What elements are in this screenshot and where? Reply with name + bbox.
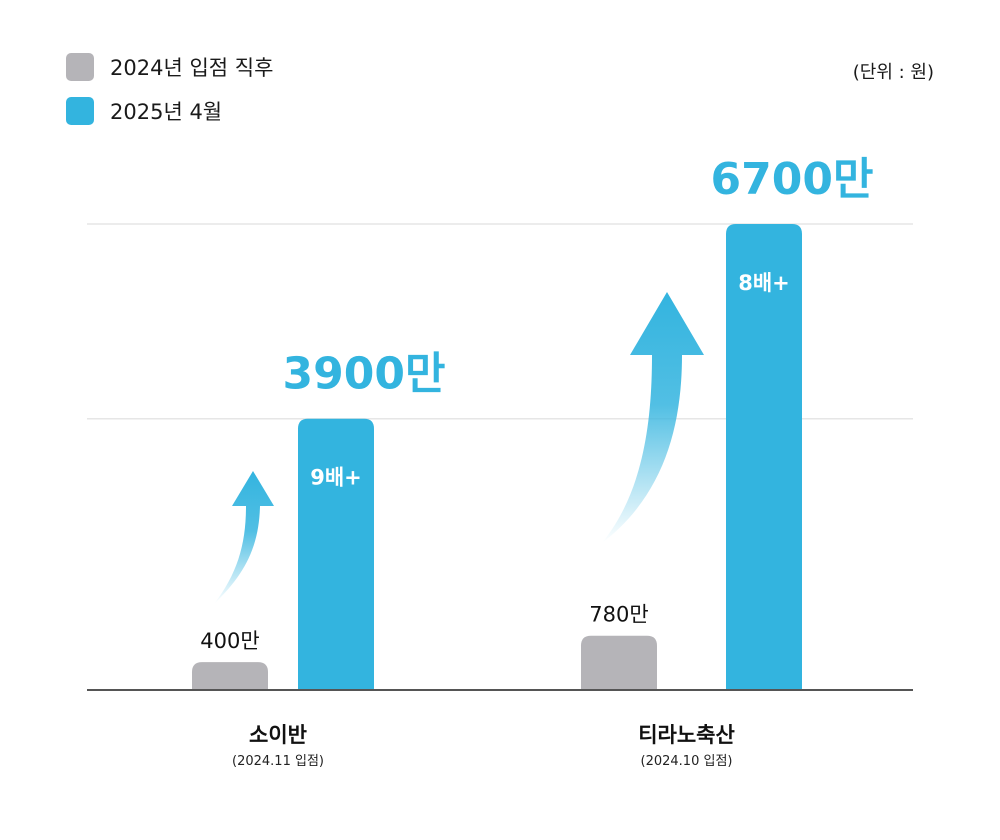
bar-before: [581, 635, 657, 690]
legend-swatch-after: [66, 97, 94, 125]
value-label-before: 780만: [589, 603, 648, 627]
value-label-after: 6700만: [711, 154, 874, 205]
category-label: 소이반: [249, 723, 307, 747]
unit-label: (단위 : 원): [852, 62, 934, 83]
bar-after: [726, 224, 802, 690]
growth-arrow-icon: [602, 292, 704, 543]
multiplier-label: 8배+: [738, 271, 790, 295]
legend-label-before: 2024년 입점 직후: [110, 56, 274, 80]
bar-after: [298, 418, 374, 690]
legend-label-after: 2025년 4월: [110, 100, 223, 124]
multiplier-label: 9배+: [310, 466, 362, 490]
legend-item-after: 2025년 4월: [66, 96, 273, 126]
value-label-before: 400만: [200, 629, 259, 653]
category-note: (2024.11 입점): [232, 754, 324, 769]
category-label: 티라노축산: [638, 723, 735, 747]
bar-before: [192, 662, 268, 690]
legend: 2024년 입점 직후 2025년 4월: [66, 52, 273, 140]
legend-item-before: 2024년 입점 직후: [66, 52, 273, 82]
growth-arrow-icon: [214, 471, 274, 604]
legend-swatch-before: [66, 53, 94, 81]
value-label-after: 3900만: [283, 349, 446, 400]
category-note: (2024.10 입점): [641, 754, 733, 769]
